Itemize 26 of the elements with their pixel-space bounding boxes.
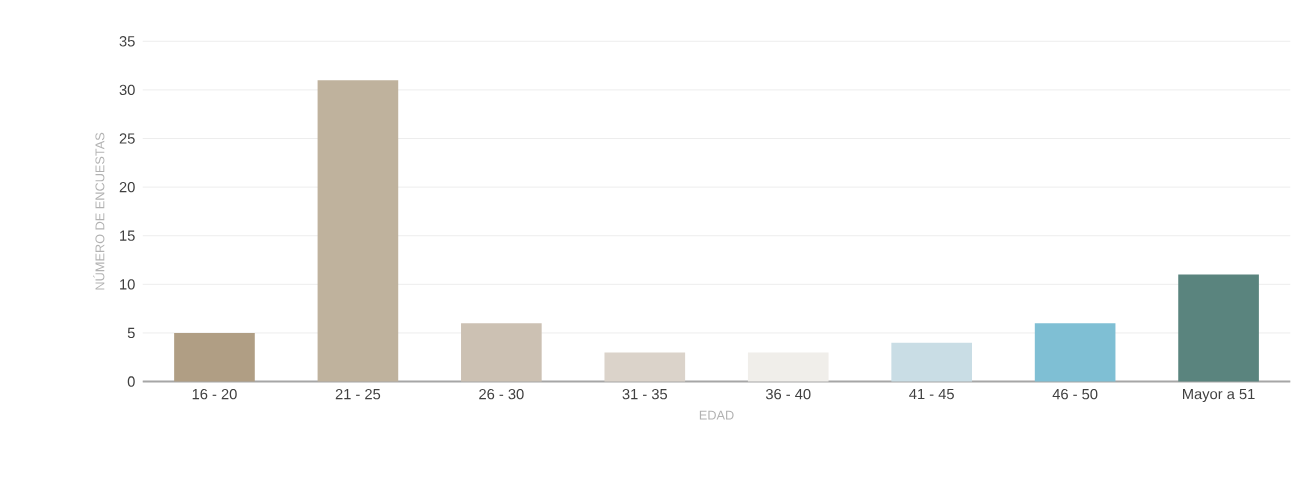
y-tick-label: 5 [127,327,135,339]
bar [891,342,972,382]
x-tick-label: 26 - 30 [479,389,524,400]
x-tick-label: 16 - 20 [192,389,237,400]
x-tick-label: 36 - 40 [765,389,811,400]
bar [174,333,255,382]
y-axis-title: NÚMERO DE ENCUESTAS [93,132,105,290]
y-tick-label: 0 [127,376,135,387]
x-tick-label: Mayor a 51 [1183,389,1255,403]
y-tick-label: 30 [119,84,135,96]
x-tick-label: 46 - 50 [1052,389,1098,400]
y-tick-label: 15 [120,230,135,241]
y-tick-label: 10 [120,279,135,290]
bar [317,80,399,382]
bar [604,352,686,382]
x-tick-label: 41 - 45 [909,389,954,400]
y-tick-label: 25 [119,133,135,144]
x-axis-title: EDAD [699,410,734,420]
x-tick-label: 31 - 35 [622,389,668,400]
bar [1034,323,1116,382]
y-tick-label: 20 [119,181,135,193]
y-tick-label: 35 [119,36,135,47]
bar [747,352,829,382]
x-tick-label: 21 - 25 [335,389,381,400]
bar [461,323,542,382]
bar [1178,274,1259,382]
